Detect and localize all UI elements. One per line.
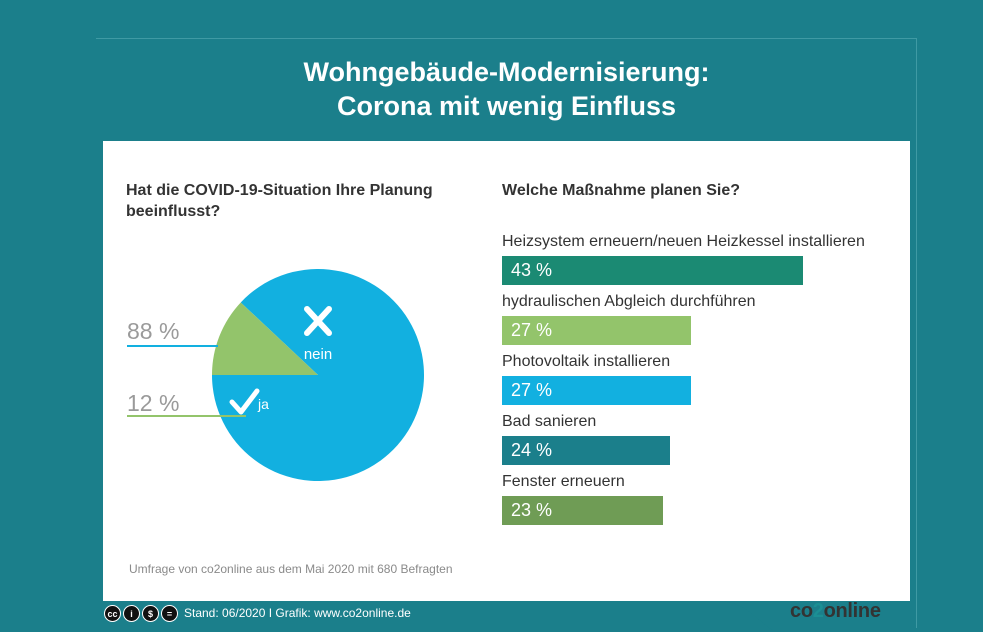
frame-top-line	[96, 38, 916, 39]
bar-category-label: Heizsystem erneuern/neuen Heizkessel ins…	[502, 233, 865, 250]
bar: 27 %	[502, 376, 691, 405]
frame-right-line	[916, 38, 917, 628]
co2online-logo: co2online	[790, 600, 881, 623]
by-icon: i	[123, 605, 140, 622]
pie-chart-question: Hat die COVID-19-Situation Ihre Planung …	[126, 182, 433, 220]
check-icon	[229, 388, 260, 415]
cross-icon	[304, 306, 332, 336]
logo-part-2: 2	[812, 600, 824, 622]
bar-category-label: Fenster erneuern	[502, 473, 625, 490]
pie-slice-ja	[212, 302, 318, 375]
bar-category-label: hydraulischen Abgleich durchführen	[502, 293, 756, 310]
bar-chart-question: Welche Maßnahme planen Sie?	[502, 182, 740, 199]
bar: 24 %	[502, 436, 670, 465]
license-icons: cc i $ =	[104, 605, 178, 622]
title-line-2: Corona mit wenig Einfluss	[336, 91, 677, 121]
logo-part-co: co	[790, 600, 813, 622]
page-title: Wohngebäude-Modernisierung: Corona mit w…	[103, 55, 910, 123]
bar-value-label: 23 %	[511, 500, 553, 520]
bar-category-label: Photovoltaik installieren	[502, 353, 671, 370]
nd-icon: =	[161, 605, 178, 622]
bar-category-label: Bad sanieren	[502, 413, 597, 430]
pie-value-ja: 12 %	[127, 390, 180, 416]
footer-band	[96, 601, 786, 632]
cc-icon: cc	[104, 605, 121, 622]
pie-label-nein: nein	[304, 346, 332, 363]
bar-value-label: 27 %	[511, 380, 553, 400]
bar: 27 %	[502, 316, 691, 345]
bar-value-label: 43 %	[511, 260, 553, 280]
bar: 23 %	[502, 496, 663, 525]
title-line-1: Wohngebäude-Modernisierung:	[303, 57, 710, 87]
bar-value-label: 27 %	[511, 320, 553, 340]
footer-text: Stand: 06/2020 I Grafik: www.co2online.d…	[184, 606, 411, 620]
logo-part-online: online	[823, 600, 881, 622]
nc-icon: $	[142, 605, 159, 622]
bar: 43 %	[502, 256, 803, 285]
source-note: Umfrage von co2online aus dem Mai 2020 m…	[129, 562, 453, 576]
pie-value-nein: 88 %	[127, 318, 180, 344]
pie-label-ja: ja	[257, 396, 269, 412]
bar-value-label: 24 %	[511, 440, 553, 460]
